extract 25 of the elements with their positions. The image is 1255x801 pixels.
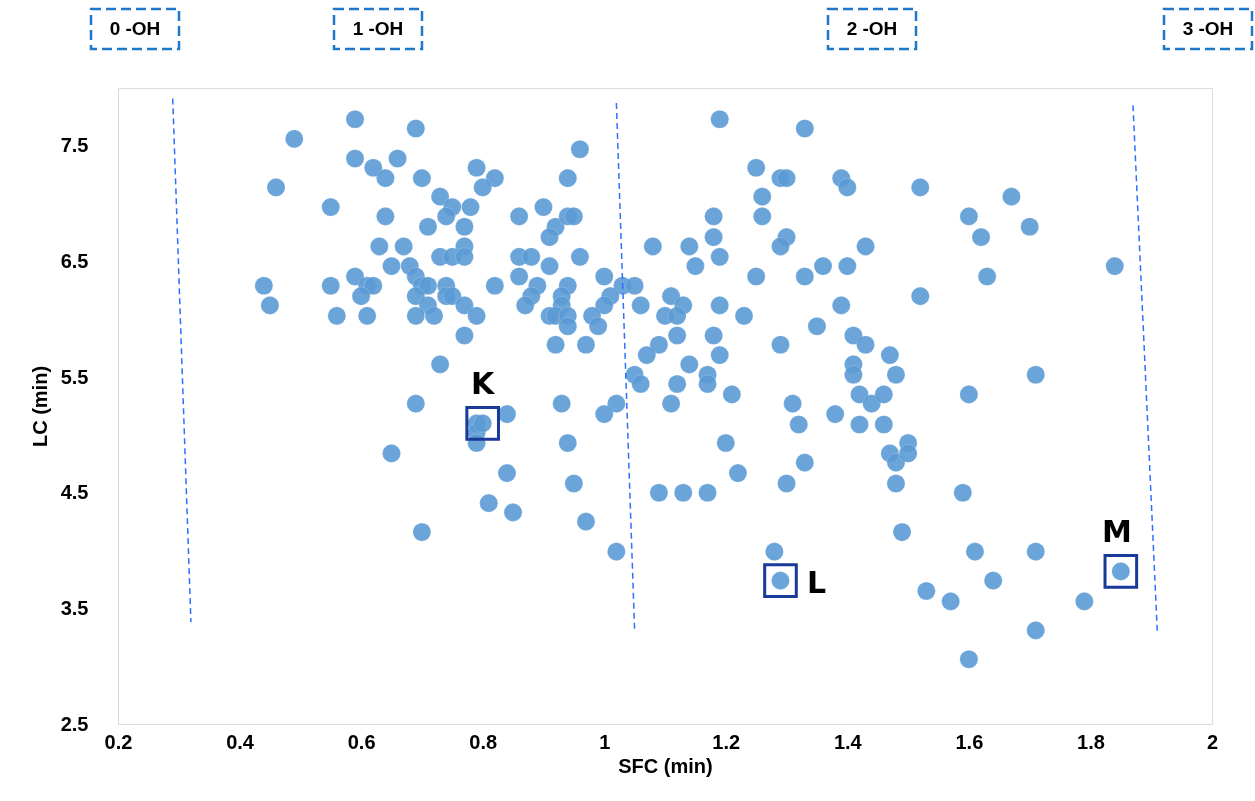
x-tick-label: 1.2: [712, 730, 741, 753]
y-tick-label: 7.5: [60, 134, 89, 157]
annotation: L: [806, 564, 827, 600]
y-tick-label: 5.5: [60, 365, 89, 388]
y-tick-label: 2.5: [60, 712, 89, 735]
x-tick-label: 1: [599, 730, 611, 753]
x-tick-label: 1.4: [833, 730, 863, 753]
x-tick-label: 0.8: [469, 730, 498, 753]
annotation: M: [1101, 514, 1132, 550]
y-tick-label: 3.5: [60, 596, 89, 619]
text: 1 -OH: [352, 18, 404, 39]
y-axis-title: LC (min): [28, 365, 51, 448]
x-tick-label: 0.2: [104, 730, 133, 753]
annotation: K: [471, 366, 497, 402]
y-tick-label: 4.5: [60, 481, 89, 504]
x-tick-label: 2: [1206, 730, 1219, 753]
y-tick-label: 6.5: [60, 249, 89, 272]
x-tick-label: 1.6: [955, 730, 984, 753]
x-tick-label: 0.4: [226, 730, 255, 753]
text: 2 -OH: [846, 18, 898, 39]
x-tick-label: 1.8: [1077, 730, 1105, 753]
x-tick-label: 0.6: [347, 730, 376, 753]
text: 3 -OH: [1182, 18, 1234, 39]
x-axis-title: SFC (min): [618, 754, 713, 777]
text: 0 -OH: [109, 18, 161, 39]
